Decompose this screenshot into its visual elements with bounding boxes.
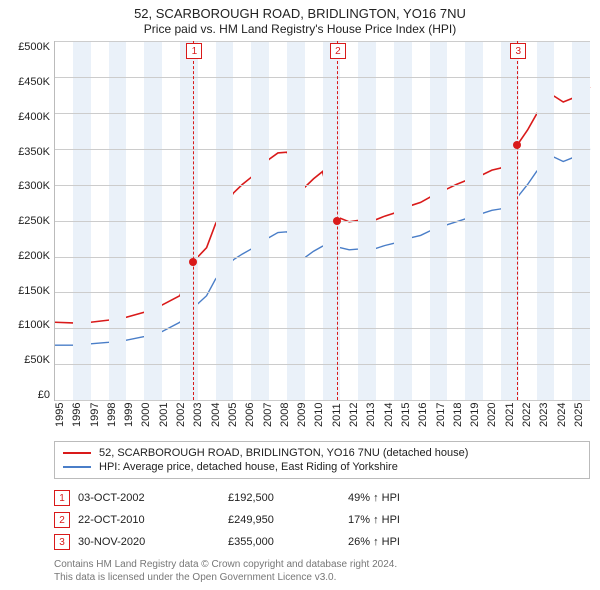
x-tick-label: 2000 — [140, 403, 157, 435]
sale-row-price: £192,500 — [228, 492, 348, 504]
x-tick-label: 2009 — [296, 403, 313, 435]
x-tick-label: 1997 — [89, 403, 106, 435]
sale-row: 3 30-NOV-2020£355,00026% ↑ HPI — [54, 531, 590, 553]
sale-row-delta: 26% ↑ HPI — [348, 536, 590, 548]
legend-item-hpi: HPI: Average price, detached house, East… — [63, 460, 581, 474]
sale-row: 2 22-OCT-2010£249,95017% ↑ HPI — [54, 509, 590, 531]
plot-area: 1 2 3 — [54, 41, 590, 401]
y-axis: £500K £450K £400K £350K £300K £250K £200K £150K… — [10, 41, 54, 401]
sales-table: 1 03-OCT-2002£192,50049% ↑ HPI 2 22-OCT-201… — [54, 487, 590, 553]
x-tick-label: 1995 — [54, 403, 71, 435]
legend-swatch-price — [63, 452, 91, 454]
x-tick-label: 2007 — [262, 403, 279, 435]
legend-swatch-hpi — [63, 466, 91, 468]
x-tick-label: 2001 — [158, 403, 175, 435]
sale-row-delta: 17% ↑ HPI — [348, 514, 590, 526]
sale-row-delta: 49% ↑ HPI — [348, 492, 590, 504]
sale-row-number: 1 — [54, 490, 70, 506]
sale-row-price: £355,000 — [228, 536, 348, 548]
footer-line-1: Contains HM Land Registry data © Crown c… — [54, 559, 590, 572]
sale-point — [333, 217, 341, 225]
sale-row-date: 22-OCT-2010 — [78, 514, 228, 526]
legend-label-price: 52, SCARBOROUGH ROAD, BRIDLINGTON, YO16 … — [99, 447, 468, 459]
sale-marker-number: 1 — [186, 43, 202, 59]
x-tick-label: 2011 — [331, 403, 348, 435]
x-tick-label: 2017 — [435, 403, 452, 435]
x-axis: 1995199619971998199920002001200220032004… — [54, 403, 590, 435]
y-tick-label: £500K — [10, 41, 50, 53]
x-tick-label: 2021 — [504, 403, 521, 435]
y-tick-label: £400K — [10, 111, 50, 123]
sale-marker-number: 3 — [510, 43, 526, 59]
x-tick-label: 2006 — [244, 403, 261, 435]
y-tick-label: £50K — [10, 354, 50, 366]
sale-marker-number: 2 — [330, 43, 346, 59]
chart-title: 52, SCARBOROUGH ROAD, BRIDLINGTON, YO16 … — [10, 6, 590, 22]
sale-point — [513, 141, 521, 149]
series-line — [55, 87, 590, 323]
x-tick-label: 2013 — [365, 403, 382, 435]
sale-marker-line: 3 — [517, 41, 518, 400]
x-tick-label: 2005 — [227, 403, 244, 435]
legend-item-price: 52, SCARBOROUGH ROAD, BRIDLINGTON, YO16 … — [63, 446, 581, 460]
x-tick-label: 2020 — [486, 403, 503, 435]
x-tick-label: 2008 — [279, 403, 296, 435]
x-tick-label: 2025 — [573, 403, 590, 435]
sale-row-number: 2 — [54, 512, 70, 528]
chart-body: £500K £450K £400K £350K £300K £250K £200K £150K… — [10, 41, 590, 401]
x-tick-label: 1998 — [106, 403, 123, 435]
x-tick-label: 2003 — [192, 403, 209, 435]
x-tick-label: 2004 — [210, 403, 227, 435]
footer: Contains HM Land Registry data © Crown c… — [54, 559, 590, 584]
x-tick-label: 2023 — [538, 403, 555, 435]
x-tick-label: 2010 — [313, 403, 330, 435]
x-tick-label: 2002 — [175, 403, 192, 435]
y-tick-label: £100K — [10, 319, 50, 331]
x-tick-label: 2012 — [348, 403, 365, 435]
sale-marker-line: 1 — [193, 41, 194, 400]
legend-label-hpi: HPI: Average price, detached house, East… — [99, 461, 398, 473]
x-tick-label: 2018 — [452, 403, 469, 435]
y-tick-label: £250K — [10, 215, 50, 227]
legend: 52, SCARBOROUGH ROAD, BRIDLINGTON, YO16 … — [54, 441, 590, 479]
x-tick-label: 2016 — [417, 403, 434, 435]
sale-row-date: 03-OCT-2002 — [78, 492, 228, 504]
y-tick-label: £0 — [10, 389, 50, 401]
sale-point — [189, 258, 197, 266]
x-tick-label: 1999 — [123, 403, 140, 435]
sale-row-date: 30-NOV-2020 — [78, 536, 228, 548]
x-tick-label: 1996 — [71, 403, 88, 435]
y-tick-label: £450K — [10, 76, 50, 88]
sale-row: 1 03-OCT-2002£192,50049% ↑ HPI — [54, 487, 590, 509]
chart-titles: 52, SCARBOROUGH ROAD, BRIDLINGTON, YO16 … — [10, 6, 590, 37]
x-tick-label: 2019 — [469, 403, 486, 435]
gridline — [55, 400, 590, 401]
chart-container: 52, SCARBOROUGH ROAD, BRIDLINGTON, YO16 … — [0, 0, 600, 590]
sale-row-number: 3 — [54, 534, 70, 550]
y-tick-label: £300K — [10, 180, 50, 192]
sale-row-price: £249,950 — [228, 514, 348, 526]
line-layer — [55, 41, 590, 400]
x-tick-label: 2024 — [556, 403, 573, 435]
footer-line-2: This data is licensed under the Open Gov… — [54, 572, 590, 585]
chart-subtitle: Price paid vs. HM Land Registry's House … — [10, 22, 590, 37]
y-tick-label: £150K — [10, 285, 50, 297]
series-line — [55, 149, 590, 346]
x-tick-label: 2014 — [383, 403, 400, 435]
x-tick-label: 2022 — [521, 403, 538, 435]
y-tick-label: £200K — [10, 250, 50, 262]
x-tick-label: 2015 — [400, 403, 417, 435]
y-tick-label: £350K — [10, 146, 50, 158]
